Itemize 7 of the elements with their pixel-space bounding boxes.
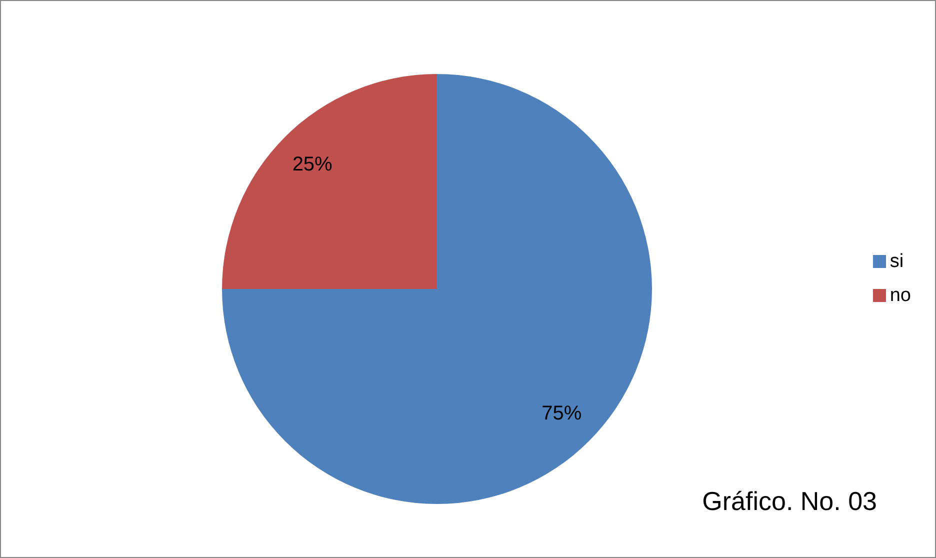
data-label: 25% xyxy=(292,153,333,176)
pie-slice xyxy=(222,74,652,504)
legend-label: si xyxy=(890,251,904,272)
text: Gráfico. No. 03 xyxy=(702,486,877,517)
data-label: 75% xyxy=(542,402,582,425)
pie-slice xyxy=(222,74,437,289)
legend-label: no xyxy=(890,285,911,306)
